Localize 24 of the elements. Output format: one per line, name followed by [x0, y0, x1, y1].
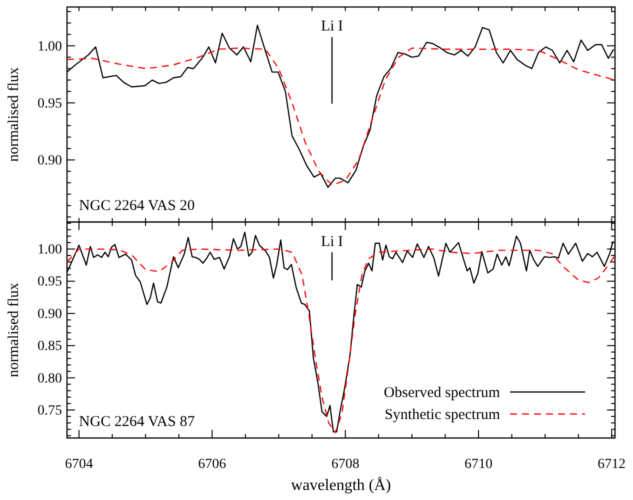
x-tick-label: 6708 — [331, 456, 360, 472]
legend-label: Synthetic spectrum — [384, 407, 500, 423]
x-tick-label: 6710 — [464, 456, 492, 472]
ref-line-label: Li I — [320, 234, 344, 250]
x-tick-label: 6712 — [598, 456, 626, 472]
line-series — [67, 47, 615, 186]
x-axis-title: wavelength (Å) — [291, 476, 391, 494]
y-axis-title: normalised flux — [6, 66, 22, 162]
y-tick-label: 1.00 — [38, 39, 62, 54]
x-tick-label: 6704 — [64, 456, 93, 472]
annotation: NGC 2264 VAS 87 — [79, 414, 196, 430]
annotation: NGC 2264 VAS 20 — [79, 198, 195, 214]
y-axis-title: normalised flux — [6, 282, 22, 378]
y-tick-label: 0.85 — [38, 339, 62, 354]
y-tick-label: 0.95 — [38, 274, 62, 290]
ref-line-label: Li I — [320, 18, 344, 35]
y-tick-label: 1.00 — [38, 242, 62, 258]
legend-label: Observed spectrum — [384, 385, 500, 401]
y-tick-label: 0.90 — [38, 306, 62, 322]
y-tick-label: 0.90 — [38, 153, 62, 168]
y-tick-label: 0.80 — [38, 371, 62, 386]
x-tick-label: 6706 — [198, 456, 226, 472]
y-tick-label: 0.95 — [38, 96, 62, 112]
y-tick-label: 0.75 — [38, 403, 62, 418]
